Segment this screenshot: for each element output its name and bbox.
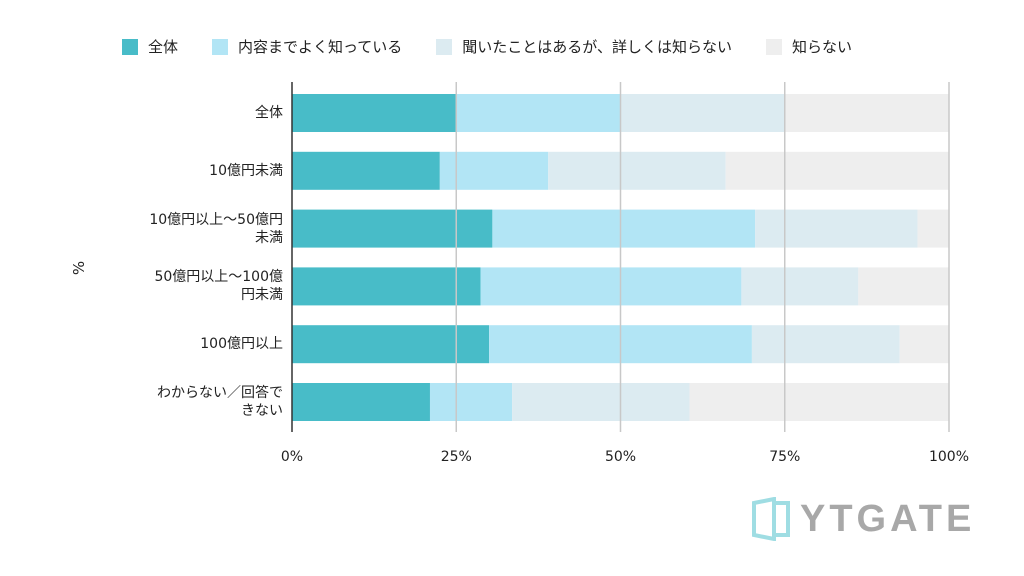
bar-segment (292, 267, 481, 306)
legend-swatch (212, 38, 229, 55)
bar-segment (292, 383, 430, 421)
bar-segment (725, 151, 949, 190)
bar-segment (439, 151, 549, 190)
category-label: 50億円以上〜100億 円未満 (154, 269, 283, 304)
bar-segment (620, 94, 785, 132)
bar-segment (689, 383, 949, 421)
legend-label: 全体 (148, 38, 179, 56)
legend-item: 聞いたことはあるが、詳しくは知らない (436, 36, 732, 57)
legend-swatch (436, 38, 453, 55)
legend-swatch (122, 38, 138, 55)
logo-text: YTGATE (800, 497, 976, 540)
x-tick-label: 75% (769, 449, 801, 465)
bar-segment (480, 267, 742, 306)
bar-segment (429, 383, 513, 421)
chart-legend: 全体 内容までよく知っている 聞いたことはあるが、詳しくは知らない 知らない (122, 36, 886, 57)
legend-item: 内容までよく知っている (212, 36, 402, 57)
category-label: 10億円未満 (209, 162, 283, 179)
x-tick-label: 0% (280, 449, 304, 465)
bar-segment (292, 209, 493, 248)
x-tick-label: 50% (604, 449, 637, 465)
bar-segment (751, 325, 900, 364)
legend-label: 知らない (791, 38, 852, 56)
bar-segment (548, 151, 726, 190)
bar-segment (917, 209, 949, 248)
legend-label: 聞いたことはあるが、詳しくは知らない (462, 38, 732, 56)
bar-segment (492, 209, 756, 248)
legend-label: 内容までよく知っている (238, 38, 403, 56)
category-label: わからない／回答で きない (157, 385, 283, 419)
logo-mark-icon (752, 497, 790, 541)
bar-segment (899, 325, 949, 364)
x-tick-label: 25% (440, 449, 472, 465)
bar-segment (755, 209, 918, 248)
category-label: 100億円以上 (200, 336, 283, 353)
category-label: 10億円以上〜50億円 未満 (149, 211, 283, 246)
category-label: 全体 (255, 105, 283, 121)
bar-segment (292, 325, 490, 364)
bar-segment (456, 94, 621, 132)
legend-item: 全体 (122, 36, 178, 57)
bar-segment (741, 267, 859, 306)
y-axis-title: % (70, 260, 89, 276)
bar-segment (784, 94, 949, 132)
legend-swatch (765, 38, 782, 55)
logo: YTGATE (752, 497, 975, 541)
bar-segment (292, 151, 440, 190)
bar-segment (292, 94, 457, 132)
bar-segment (858, 267, 949, 306)
bar-segment (512, 383, 690, 421)
legend-item: 知らない (765, 36, 852, 57)
x-tick-label: 100% (928, 449, 970, 465)
